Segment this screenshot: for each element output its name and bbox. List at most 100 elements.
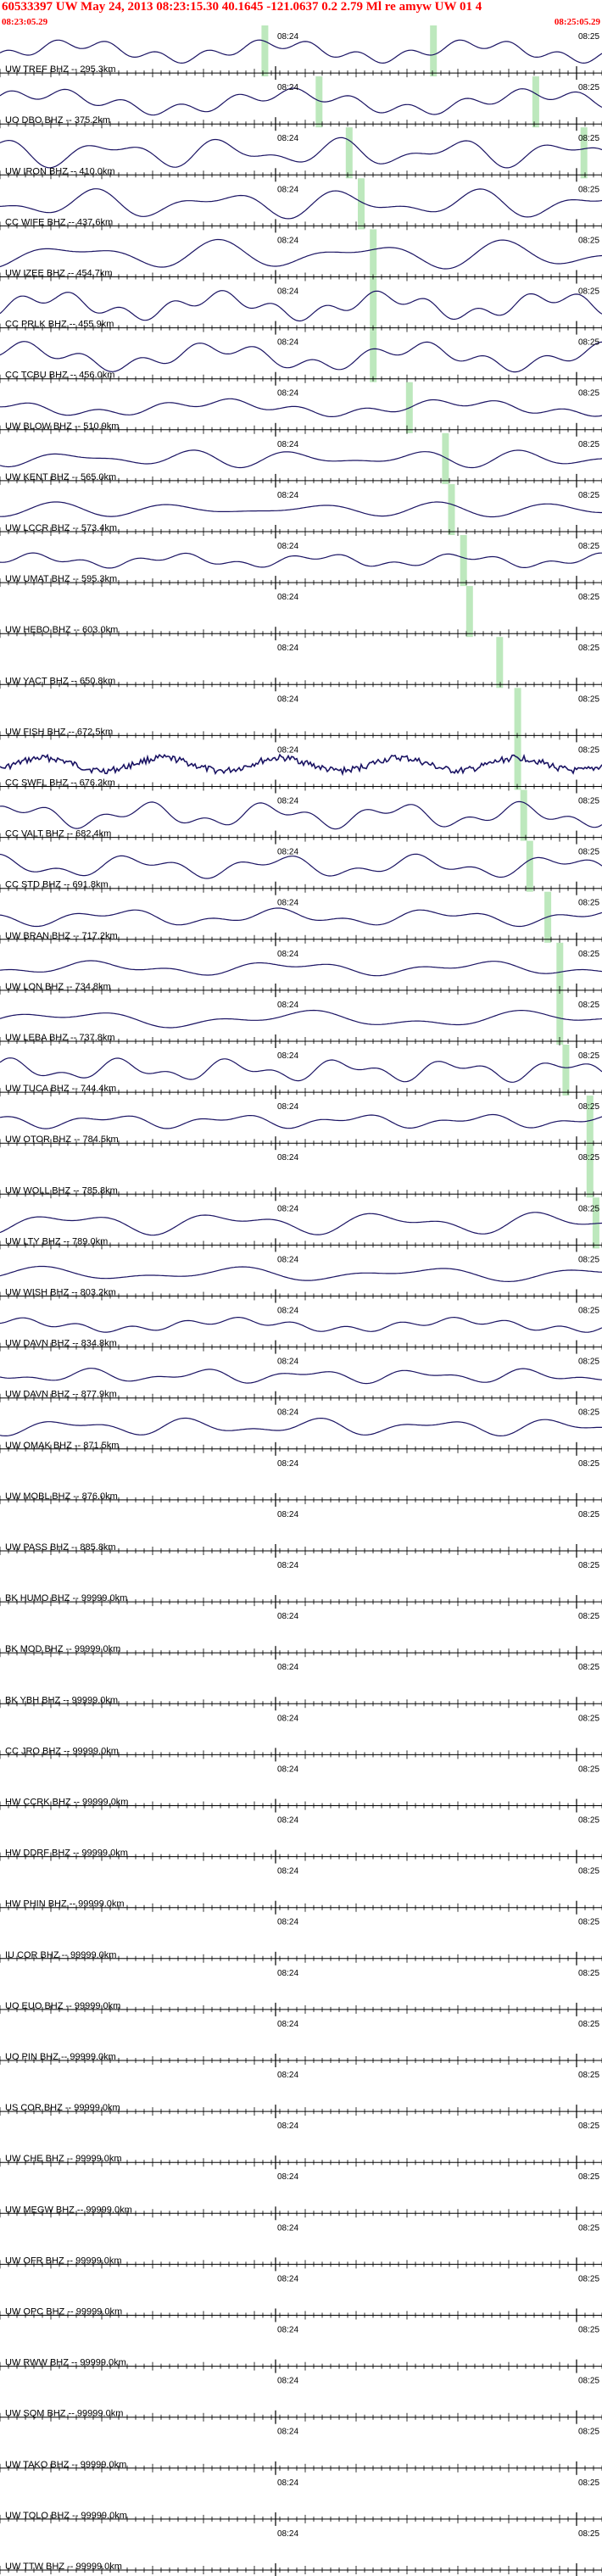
axis-ticks xyxy=(0,934,602,944)
tick-label-right: 08:25 xyxy=(578,2326,599,2335)
station-label: IU COR BHZ -- 99999.0km xyxy=(5,1950,116,1960)
tick-label-right: 08:25 xyxy=(578,1612,599,1621)
axis-ticks xyxy=(0,2209,602,2218)
tick-label-mid: 08:24 xyxy=(277,1153,298,1163)
waveform-trace xyxy=(0,1009,602,1029)
axis-ticks xyxy=(0,1444,602,1453)
event-title: 60533397 UW May 24, 2013 08:23:15.30 40.… xyxy=(2,0,482,14)
tick-label-mid: 08:24 xyxy=(277,1307,298,1316)
tick-label-right: 08:25 xyxy=(578,2020,599,2029)
tick-label-right: 08:25 xyxy=(578,899,599,908)
tick-label-mid: 08:24 xyxy=(277,1459,298,1469)
axis-ticks xyxy=(0,476,602,485)
pick-marker xyxy=(586,1146,594,1198)
tick-label-right: 08:25 xyxy=(578,2172,599,2182)
tick-label-mid: 08:24 xyxy=(277,2223,298,2233)
tick-label-mid: 08:24 xyxy=(277,2274,298,2283)
station-label: UW TUCA BHZ -- 744.4km xyxy=(5,1084,116,1094)
station-label: UW IZEE BHZ -- 454.7km xyxy=(5,269,113,279)
tick-label-mid: 08:24 xyxy=(277,593,298,602)
tick-label-right: 08:25 xyxy=(578,1561,599,1570)
tick-label-mid: 08:24 xyxy=(277,848,298,857)
tick-label-mid: 08:24 xyxy=(277,1102,298,1112)
axis-ticks xyxy=(0,69,602,78)
axis-ticks xyxy=(0,2412,602,2422)
tick-label-right: 08:25 xyxy=(578,542,599,551)
tick-label-right: 08:25 xyxy=(578,1051,599,1061)
waveform-trace xyxy=(0,501,602,518)
station-label: BK YBH BHZ -- 99999.0km xyxy=(5,1695,118,1705)
axis-ticks xyxy=(0,527,602,536)
station-label: UW YACT BHZ -- 650.8km xyxy=(5,676,115,686)
tick-label-mid: 08:24 xyxy=(277,2172,298,2182)
pick-marker xyxy=(358,178,365,230)
tick-label-mid: 08:24 xyxy=(277,185,298,194)
tick-label-mid: 08:24 xyxy=(277,440,298,449)
station-label: UW OPC BHZ -- 99999.0km xyxy=(5,2307,122,2317)
waveform-trace xyxy=(0,800,602,830)
station-label: CC STD BHZ -- 691.8km xyxy=(5,880,109,890)
waveform-trace xyxy=(0,1417,602,1437)
tick-label-right: 08:25 xyxy=(578,2529,599,2539)
station-label: UW WISH BHZ -- 803.2km xyxy=(5,1288,116,1298)
tick-label-mid: 08:24 xyxy=(277,1204,298,1213)
waveform-trace xyxy=(0,1113,602,1129)
waveform-trace xyxy=(0,853,602,879)
tick-label-right: 08:25 xyxy=(578,2428,599,2437)
station-label: CC VALT BHZ -- 682.4km xyxy=(5,829,111,839)
axis-ticks xyxy=(0,1648,602,1658)
station-label: UW DAVN BHZ -- 834.8km xyxy=(5,1339,117,1349)
station-label: UW TAKO BHZ -- 99999.0km xyxy=(5,2460,126,2470)
start-time-label: 08:23:05.29 xyxy=(2,17,48,27)
tick-label-right: 08:25 xyxy=(578,1663,599,1672)
axis-ticks xyxy=(0,1699,602,1709)
station-label: UW SQM BHZ -- 99999.0km xyxy=(5,2409,123,2419)
axis-ticks xyxy=(0,2361,602,2371)
pick-marker xyxy=(556,993,564,1045)
tick-label-right: 08:25 xyxy=(578,1510,599,1519)
tick-label-mid: 08:24 xyxy=(277,1612,298,1621)
tick-label-right: 08:25 xyxy=(578,1918,599,1927)
axis-ticks xyxy=(0,2004,602,2014)
axis-ticks xyxy=(0,170,602,180)
station-label: CC TCBU BHZ -- 456.0km xyxy=(5,371,114,381)
tick-label-right: 08:25 xyxy=(578,1307,599,1316)
axis-ticks xyxy=(0,985,602,995)
axis-ticks xyxy=(0,2158,602,2167)
tick-label-mid: 08:24 xyxy=(277,1867,298,1876)
tick-label-mid: 08:24 xyxy=(277,1816,298,1826)
tick-label-mid: 08:24 xyxy=(277,83,298,92)
pick-marker xyxy=(345,127,353,179)
station-label: CC WIFE BHZ -- 437.6km xyxy=(5,217,113,227)
axis-ticks xyxy=(0,2463,602,2473)
axis-ticks xyxy=(0,629,602,638)
tick-label-right: 08:25 xyxy=(578,644,599,653)
tick-label-mid: 08:24 xyxy=(277,338,298,348)
axis-ticks xyxy=(0,1241,602,1250)
tick-label-mid: 08:24 xyxy=(277,1561,298,1570)
tick-label-mid: 08:24 xyxy=(277,32,298,42)
tick-label-right: 08:25 xyxy=(578,185,599,194)
tick-label-mid: 08:24 xyxy=(277,1358,298,1367)
tick-label-right: 08:25 xyxy=(578,287,599,297)
tick-label-right: 08:25 xyxy=(578,134,599,143)
pick-marker xyxy=(430,25,438,77)
station-label: UW HEBO BHZ -- 603.0km xyxy=(5,625,118,635)
station-label: HW CCRK BHZ -- 99999.0km xyxy=(5,1798,128,1808)
station-label: CC SWFL BHZ -- 676.2km xyxy=(5,778,115,789)
tick-label-mid: 08:24 xyxy=(277,2377,298,2386)
station-label: UW BRAN BHZ -- 717.2km xyxy=(5,931,118,941)
tick-label-mid: 08:24 xyxy=(277,2529,298,2539)
tick-label-mid: 08:24 xyxy=(277,1969,298,1978)
axis-ticks xyxy=(0,1342,602,1352)
pick-marker xyxy=(448,483,455,535)
axis-ticks xyxy=(0,323,602,332)
station-label: UW WOLL BHZ -- 785.8km xyxy=(5,1185,118,1196)
station-label: UW IRON BHZ -- 410.0km xyxy=(5,166,115,176)
tick-label-mid: 08:24 xyxy=(277,542,298,551)
pick-marker xyxy=(520,789,527,841)
tick-label-right: 08:25 xyxy=(578,797,599,806)
tick-label-right: 08:25 xyxy=(578,491,599,500)
pick-marker xyxy=(526,840,533,892)
tick-label-right: 08:25 xyxy=(578,694,599,704)
